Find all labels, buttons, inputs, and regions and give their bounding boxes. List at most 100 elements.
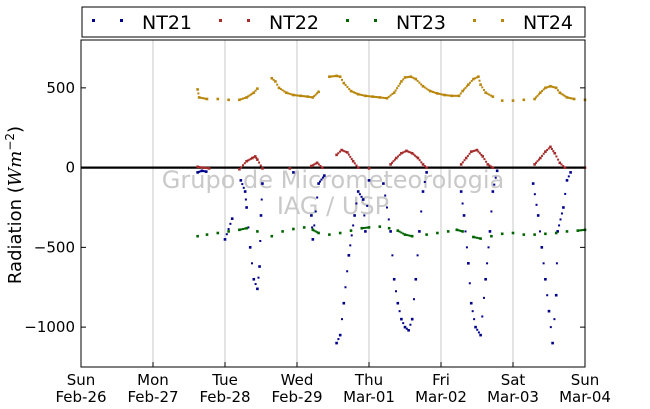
data-point (535, 161, 538, 164)
data-point (556, 230, 559, 233)
data-point (522, 233, 526, 236)
data-point (352, 91, 355, 94)
data-point (355, 92, 358, 95)
data-point (216, 97, 220, 101)
data-point (342, 301, 346, 305)
series-nt21 (196, 169, 572, 345)
data-point (414, 154, 417, 157)
data-point (301, 94, 304, 97)
data-point (367, 226, 371, 229)
data-point (423, 86, 426, 89)
data-point (385, 96, 389, 100)
data-point (247, 159, 250, 162)
data-point (355, 202, 358, 205)
data-point (432, 91, 435, 94)
data-point (238, 98, 241, 102)
data-point (461, 161, 464, 164)
data-point (471, 310, 474, 313)
data-point (454, 94, 457, 97)
data-point (468, 152, 471, 155)
data-point (544, 232, 547, 236)
data-point (476, 236, 478, 239)
data-point (397, 84, 400, 87)
data-point (270, 234, 274, 238)
data-point (416, 79, 419, 82)
data-point (462, 214, 466, 217)
data-point (400, 80, 403, 83)
x-tick-label-day: Tue (211, 371, 238, 389)
data-point (420, 83, 423, 86)
data-point (405, 327, 408, 330)
data-point (288, 167, 292, 170)
data-point (283, 90, 286, 93)
data-point (238, 228, 241, 232)
data-point (394, 89, 397, 92)
data-point (481, 315, 484, 318)
data-point (331, 75, 334, 78)
data-point (461, 89, 464, 93)
data-point (201, 97, 204, 100)
data-point (490, 210, 493, 213)
data-point (558, 91, 562, 94)
data-point (466, 154, 469, 157)
data-point (472, 235, 475, 239)
x-tick-label-day: Wed (281, 371, 314, 389)
data-point (486, 163, 490, 166)
data-point (284, 91, 288, 94)
data-point (375, 96, 378, 99)
data-point (320, 178, 323, 181)
data-point (400, 317, 403, 321)
data-point (403, 233, 407, 236)
legend-item-nt21: NT21 (92, 12, 192, 34)
data-point (387, 95, 390, 98)
legend-label: NT24 (523, 12, 573, 34)
data-point (409, 75, 413, 78)
data-point (244, 198, 247, 201)
data-point (554, 86, 558, 90)
data-point (425, 166, 428, 169)
data-point (578, 229, 581, 232)
data-point (294, 94, 297, 97)
data-point (415, 155, 418, 158)
data-point (306, 95, 310, 98)
data-point (533, 163, 536, 166)
data-point (206, 167, 209, 170)
data-point (255, 157, 258, 160)
data-point (479, 333, 482, 337)
data-point (416, 156, 420, 160)
data-point (256, 287, 259, 291)
data-point (479, 237, 482, 240)
data-point (356, 166, 360, 169)
data-point (536, 214, 540, 217)
data-point (571, 97, 574, 100)
legend-marker (501, 19, 504, 22)
data-point (561, 93, 564, 96)
data-point (252, 277, 256, 281)
data-point (535, 96, 538, 99)
legend-item-nt24: NT24 (473, 12, 573, 34)
data-point (319, 180, 322, 183)
data-point (436, 231, 439, 235)
data-point (436, 92, 439, 95)
data-point (450, 94, 454, 98)
data-point (238, 167, 241, 171)
data-point (461, 202, 464, 205)
data-point (200, 166, 203, 169)
data-point (366, 95, 369, 98)
data-point (272, 78, 275, 81)
data-point (303, 95, 306, 98)
data-point (197, 96, 201, 99)
data-point (570, 97, 573, 100)
data-point (572, 97, 576, 101)
data-point (346, 270, 349, 273)
data-point (256, 158, 259, 161)
data-point (354, 91, 357, 94)
data-point (464, 86, 467, 89)
data-point (311, 164, 314, 167)
data-point (384, 97, 387, 100)
data-point (203, 166, 206, 169)
data-point (243, 227, 246, 230)
data-point (557, 158, 560, 161)
data-point (484, 91, 487, 94)
